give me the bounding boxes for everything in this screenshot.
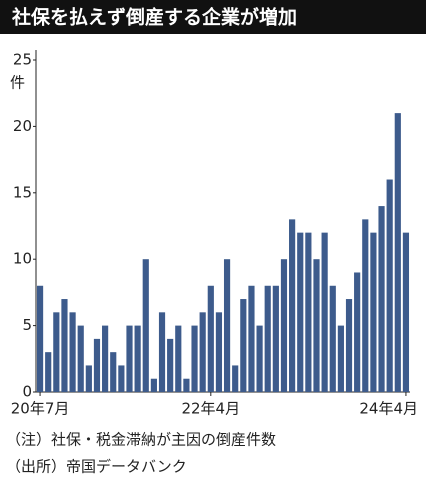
bar xyxy=(378,206,385,392)
bar xyxy=(370,232,377,392)
y-tick-label: 5 xyxy=(22,316,32,334)
bar xyxy=(199,312,206,392)
bar xyxy=(142,259,149,392)
bar xyxy=(85,365,92,392)
chart-title: 社保を払えず倒産する企業が増加 xyxy=(11,6,297,29)
bar xyxy=(232,365,239,392)
note: （出所）帝国データバンク xyxy=(6,458,187,476)
bar xyxy=(289,219,296,392)
bar xyxy=(402,232,410,392)
bar xyxy=(118,365,125,392)
bar xyxy=(386,179,393,392)
bar xyxy=(272,285,279,392)
x-tick-label: 24年4月 xyxy=(359,400,418,418)
bar xyxy=(183,378,190,392)
bar xyxy=(223,259,231,392)
bar xyxy=(77,325,84,392)
bar xyxy=(215,312,223,392)
bar xyxy=(93,338,101,392)
y-unit: 件 xyxy=(10,74,25,92)
y-tick-label: 0 xyxy=(22,383,32,401)
bar xyxy=(36,285,44,392)
bar xyxy=(362,219,369,392)
title-bar xyxy=(0,0,426,34)
bar xyxy=(313,259,320,392)
bar xyxy=(394,113,401,393)
bar xyxy=(167,338,174,392)
bar xyxy=(158,312,166,392)
bar xyxy=(329,285,336,392)
y-tick-label: 25 xyxy=(13,51,32,69)
bar xyxy=(248,285,255,392)
bar xyxy=(134,325,141,392)
note: （注）社保・税金滞納が主因の倒産件数 xyxy=(6,431,276,449)
bar xyxy=(126,325,133,392)
bar xyxy=(69,312,76,392)
bar xyxy=(264,285,271,392)
bar xyxy=(345,299,353,392)
y-tick-label: 10 xyxy=(13,250,32,268)
bar xyxy=(150,378,157,392)
x-tick-label: 22年4月 xyxy=(181,400,240,418)
bar xyxy=(175,325,182,392)
bar xyxy=(280,259,288,392)
bar xyxy=(102,325,109,392)
bar xyxy=(61,299,68,392)
bar xyxy=(337,325,344,392)
bar xyxy=(305,232,312,392)
bar xyxy=(45,352,52,392)
bar xyxy=(207,285,214,392)
bar xyxy=(110,352,117,392)
bar xyxy=(53,312,60,392)
bar xyxy=(191,325,198,392)
y-tick-label: 15 xyxy=(13,183,32,201)
y-tick-label: 20 xyxy=(13,117,32,135)
bar xyxy=(240,299,247,392)
x-tick-label: 20年7月 xyxy=(11,400,70,418)
bar xyxy=(354,272,361,392)
bar xyxy=(256,325,263,392)
bar xyxy=(297,232,304,392)
bar xyxy=(321,232,328,392)
